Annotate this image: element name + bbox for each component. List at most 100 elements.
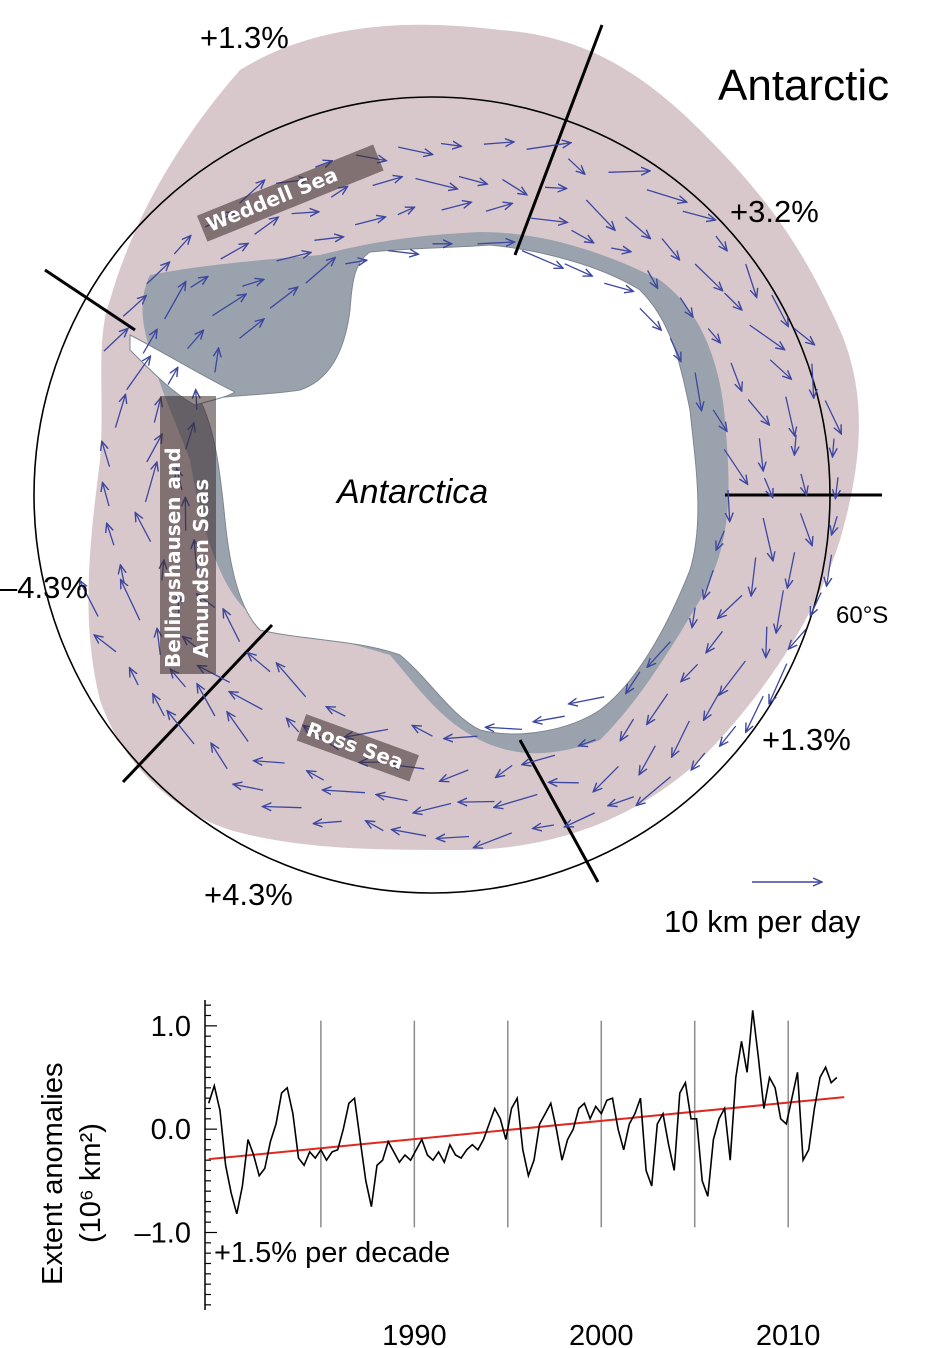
drift-vector <box>639 745 656 775</box>
drift-vector <box>636 776 672 806</box>
drift-vector <box>681 663 699 681</box>
trend-line <box>208 1096 845 1161</box>
drift-vector <box>776 590 784 633</box>
drift-vector <box>646 189 687 202</box>
drift-vector <box>307 771 325 781</box>
drift-vector <box>146 434 162 463</box>
drift-vector <box>747 399 769 426</box>
drift-vector <box>114 394 125 428</box>
drift-vector <box>624 216 650 239</box>
antarctica-continent <box>199 244 699 735</box>
trend-bellingshausen: –4.3% <box>0 570 88 605</box>
y-tick-label: 0.0 <box>151 1114 191 1146</box>
drift-vector <box>763 477 773 498</box>
drift-vector <box>392 830 427 837</box>
drift-vector <box>759 438 763 471</box>
y-axis-title-group: Extent anomalies (10⁶ km²) <box>37 1063 107 1285</box>
drift-vector <box>608 796 635 806</box>
drift-vector <box>473 832 513 848</box>
sector-line-weddell-indian <box>513 24 604 256</box>
x-tick-label: 1990 <box>382 1320 447 1348</box>
drift-vector <box>810 592 822 616</box>
drift-vector <box>242 279 264 287</box>
drift-vector <box>220 243 249 260</box>
drift-vector <box>315 161 332 167</box>
drift-vector <box>533 715 565 722</box>
drift-vector <box>197 684 216 717</box>
drift-vector <box>832 516 838 535</box>
drift-vector <box>720 725 737 746</box>
trend-weddell: +1.3% <box>200 20 289 55</box>
drift-vector <box>233 784 264 791</box>
drift-vector <box>441 202 472 211</box>
drift-vector <box>766 626 767 658</box>
drift-vector <box>706 630 724 652</box>
drift-vector <box>522 754 556 764</box>
drift-vector <box>787 552 796 588</box>
drift-vector <box>322 790 366 793</box>
vertical-marker-lines <box>320 1020 789 1228</box>
sector-line-ross-bellingshausen <box>121 623 274 784</box>
drift-vector <box>827 554 832 587</box>
drift-vector <box>247 653 271 673</box>
drift-vector <box>157 628 160 655</box>
drift-vector <box>502 178 527 194</box>
drift-vector <box>793 327 815 345</box>
drift-vector <box>647 693 669 725</box>
drift-vector <box>436 837 470 839</box>
drift-vector <box>153 694 165 717</box>
drift-vector <box>579 740 596 746</box>
trend-pacific: +1.3% <box>762 722 851 757</box>
drift-vector <box>107 523 115 546</box>
bellingshausen-label-line1: Bellingshausen and <box>161 447 185 668</box>
drift-vector <box>672 720 690 757</box>
drift-vector <box>103 482 110 507</box>
drift-vector <box>413 802 452 813</box>
drift-vector <box>146 262 170 285</box>
drift-vector <box>682 210 716 220</box>
drift-vector <box>704 692 720 721</box>
drift-vector <box>345 260 367 264</box>
drift-vector <box>707 328 720 343</box>
drift-vector <box>269 287 298 309</box>
drift-vector <box>415 177 458 189</box>
drift-vector <box>130 668 139 686</box>
drift-vector <box>749 324 785 350</box>
drift-vector <box>227 712 249 742</box>
drift-vector <box>483 142 514 144</box>
drift-vector <box>397 207 415 216</box>
drift-vector <box>366 821 384 832</box>
map-title: Antarctic <box>718 61 889 110</box>
drift-vector <box>564 263 593 276</box>
drift-vector <box>788 628 807 649</box>
x-tick-label: 2010 <box>756 1320 821 1348</box>
drift-vector <box>215 348 219 373</box>
latitude-label: 60°S <box>836 602 888 629</box>
drift-vector <box>785 396 795 436</box>
drift-vector <box>330 186 347 198</box>
drift-vector <box>730 362 742 391</box>
drift-vector <box>167 367 178 385</box>
drift-vector <box>769 359 791 379</box>
y-axis-units: (10⁶ km²) <box>75 1123 107 1243</box>
drift-vector <box>833 438 835 457</box>
drift-vector <box>477 242 515 244</box>
drift-vector <box>94 635 117 653</box>
drift-vector <box>812 363 814 399</box>
drift-vector <box>529 218 568 222</box>
drift-vector <box>521 250 563 269</box>
drift-vector <box>223 609 241 642</box>
drift-vector <box>444 736 478 738</box>
drift-vector <box>824 400 841 435</box>
drift-vector <box>276 663 307 698</box>
drift-vector <box>354 217 385 226</box>
drift-vector <box>604 282 633 291</box>
drift-vector <box>669 338 681 361</box>
drift-vector <box>694 263 723 291</box>
drift-vector <box>211 743 228 770</box>
drift-vector <box>496 764 513 777</box>
drift-vector <box>647 270 658 289</box>
sector-line-pacific-ross <box>518 739 600 883</box>
continent-label: Antarctica <box>335 473 488 511</box>
drift-vector <box>661 238 680 260</box>
